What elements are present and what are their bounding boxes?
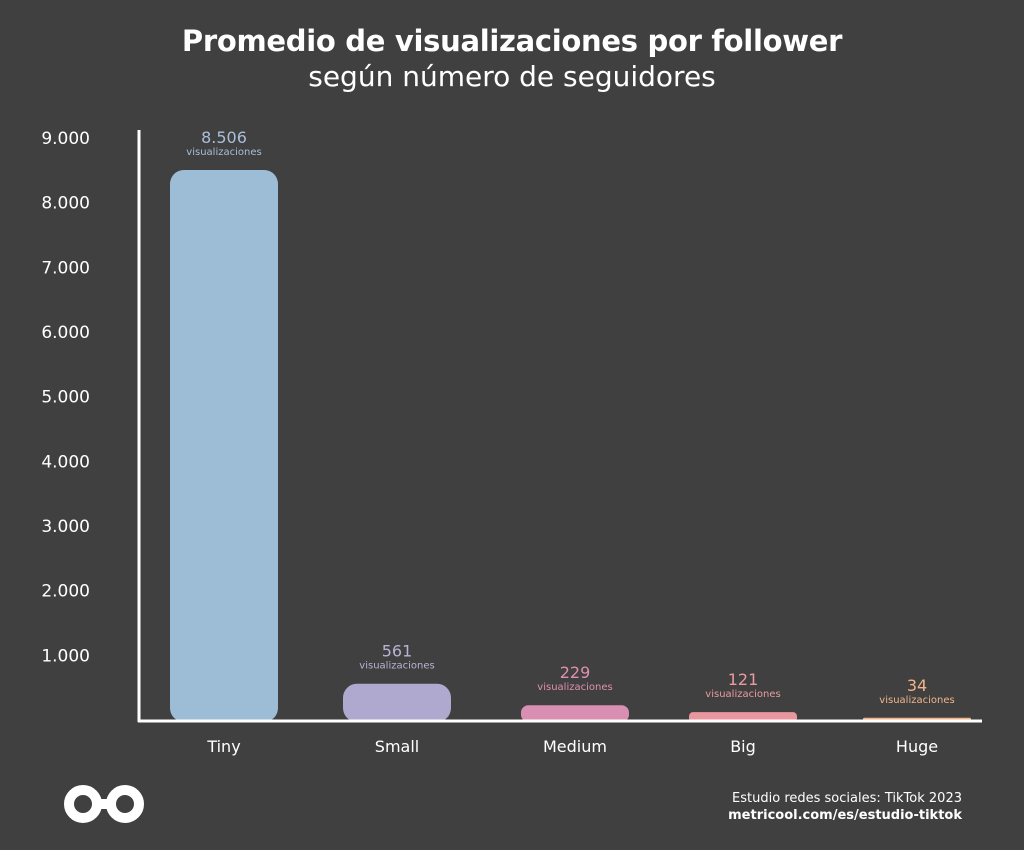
y-tick-label: 2.000 [41, 582, 90, 602]
data-label-value: 561 [382, 642, 413, 661]
data-label-value: 34 [907, 676, 927, 695]
chart-title: Promedio de visualizaciones por follower [181, 24, 843, 58]
data-label-value: 8.506 [201, 128, 247, 147]
infinity-logo-icon [64, 785, 144, 823]
x-tick-label: Small [375, 737, 419, 756]
chart-subtitle: según número de seguidores [308, 60, 716, 93]
x-tick-label: Big [730, 737, 756, 756]
data-label-unit: visualizaciones [186, 147, 261, 158]
bar-medium [521, 705, 629, 722]
bar-tiny [170, 169, 278, 723]
data-label-unit: visualizaciones [359, 661, 434, 672]
y-tick-label: 7.000 [41, 258, 90, 278]
footer-url[interactable]: metricool.com/es/estudio-tiktok [728, 808, 962, 823]
y-tick-label: 4.000 [41, 452, 90, 472]
bars [170, 169, 971, 723]
x-tick-label: Tiny [206, 737, 240, 756]
x-tick-label: Huge [896, 737, 938, 756]
x-axis-ticks: Tiny Small Medium Big Huge [206, 737, 938, 756]
data-label-unit: visualizaciones [537, 682, 612, 693]
data-label-value: 121 [728, 670, 759, 689]
y-tick-label: 5.000 [41, 388, 90, 408]
y-axis-ticks: 1.000 2.000 3.000 4.000 5.000 6.000 7.000 8.000… [41, 129, 90, 666]
footer-source: Estudio redes sociales: TikTok 2023 [732, 791, 962, 806]
y-tick-label: 6.000 [41, 323, 90, 343]
y-tick-label: 3.000 [41, 517, 90, 537]
data-label-value: 229 [560, 663, 591, 682]
y-tick-label: 8.000 [41, 194, 90, 214]
x-tick-label: Medium [543, 737, 607, 756]
data-label-unit: visualizaciones [879, 695, 954, 706]
y-tick-label: 1.000 [41, 646, 90, 666]
data-label-unit: visualizaciones [705, 689, 780, 700]
bar-small [343, 683, 451, 722]
y-tick-label: 9.000 [41, 129, 90, 149]
